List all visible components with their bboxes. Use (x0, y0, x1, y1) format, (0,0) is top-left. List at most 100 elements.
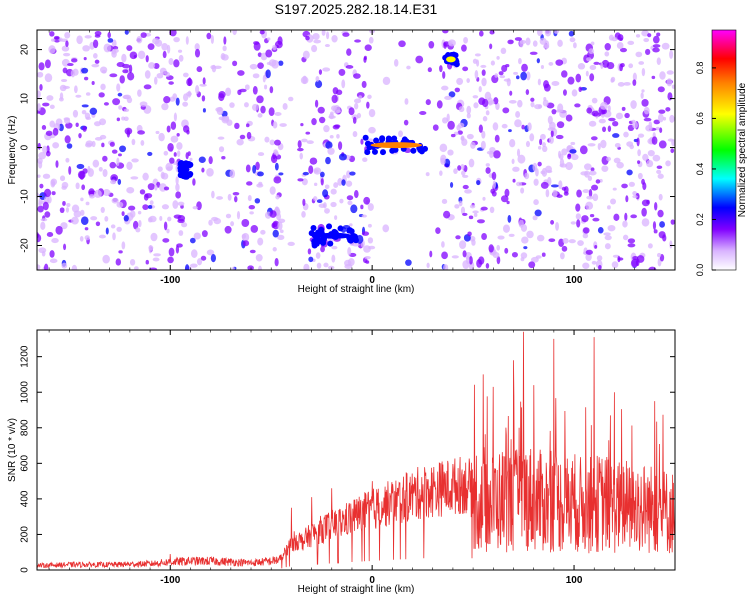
spectrogram-cell (432, 124, 439, 131)
spectrogram-cell (221, 156, 226, 160)
spectrogram-cell (656, 32, 661, 37)
spectrogram-cell (476, 258, 482, 268)
spectrogram-cell (159, 215, 163, 222)
spectrogram-cell (503, 78, 511, 82)
spectrogram-cell (463, 36, 468, 44)
spectrogram-cell (604, 243, 611, 250)
spectrogram-cell (636, 137, 640, 147)
snr-ytick-label: 1200 (20, 345, 31, 368)
spectrogram-cell (63, 117, 71, 124)
spectrogram-cell (278, 60, 284, 66)
spectrogram-cell (223, 36, 227, 45)
spectrogram-cell (89, 194, 95, 199)
spectrogram-cell (218, 146, 225, 153)
spectrogram-cell (49, 120, 56, 128)
spectrogram-cell (79, 236, 84, 242)
spectrogram-cell (121, 211, 125, 217)
spectrogram-cell (249, 211, 254, 215)
spectrogram-cell (83, 76, 89, 81)
spectrogram-ytick-label: 0 (20, 144, 31, 150)
spectrogram-cell (545, 165, 552, 173)
spectrogram-cell (91, 81, 95, 85)
spectrogram-cell (652, 35, 660, 44)
spectrogram-cell (84, 235, 90, 241)
spectrogram-cell (532, 40, 538, 47)
spectrogram-cell (667, 138, 674, 142)
spectrogram-cell (468, 215, 474, 220)
spectrogram-cell (123, 108, 130, 112)
spectrogram-cell (306, 140, 314, 145)
spectrogram-cell (62, 85, 70, 89)
spectrogram-cell (632, 72, 637, 82)
spectrogram-cell (102, 189, 111, 197)
spectrogram-cell (635, 258, 640, 267)
spectrogram-cell (352, 116, 357, 124)
spectrogram-cell (330, 111, 334, 116)
spectrogram-cell (537, 161, 542, 167)
spectrogram-cell (647, 150, 655, 157)
spectrogram-cell (313, 182, 318, 187)
spectrogram-cell (382, 76, 391, 86)
spectrogram-cell (166, 44, 171, 54)
spectrogram-cell (473, 102, 479, 109)
spectrogram-cell (308, 165, 314, 174)
spectrogram-cell (138, 219, 142, 228)
spectrogram-cell (313, 39, 322, 44)
spectrogram-cell (75, 94, 82, 98)
spectrogram-cell (264, 84, 268, 90)
spectrogram-cell (575, 213, 582, 220)
spectrogram-cell (466, 255, 470, 265)
spectrogram-cell (71, 204, 80, 213)
spectrogram-cell (461, 170, 466, 176)
spectrogram-cell (584, 170, 590, 178)
spectrogram-cell (659, 221, 665, 228)
spectrogram-cell (37, 142, 41, 150)
spectrogram-cell (669, 50, 674, 59)
spectrogram-cell (518, 219, 524, 228)
spectrogram-cell (187, 77, 192, 86)
spectrogram-cell (612, 133, 620, 138)
spectrogram-cell (63, 243, 67, 251)
spectrogram-cell (277, 36, 283, 45)
spectrogram-cell (628, 63, 634, 69)
spectrogram-cell (657, 86, 665, 93)
spectrogram-cell (499, 75, 506, 79)
spectrogram-cell (576, 219, 581, 228)
spectrogram-cell (169, 30, 177, 37)
spectrogram-cell (163, 221, 168, 231)
spectrogram-cell (82, 45, 91, 52)
spectrogram-cell (504, 188, 510, 197)
spectrogram-cell (182, 72, 189, 78)
spectrogram-cell (157, 166, 163, 172)
spectrogram-cell (211, 190, 215, 199)
spectrogram-cell (76, 35, 83, 45)
spectrogram-cell (651, 136, 658, 145)
spectrogram-cell (252, 164, 257, 174)
spectrogram-cell (42, 102, 50, 107)
spectrogram-cell (550, 220, 555, 225)
spectrogram-cell (58, 37, 63, 42)
spectrogram-cell (101, 142, 105, 148)
spectrogram-cell (257, 265, 263, 270)
spectrogram-cell (137, 50, 146, 60)
spectrogram-cell (277, 234, 285, 241)
spectrogram-cell (176, 142, 183, 150)
spectrogram-cell (324, 208, 330, 214)
spectrogram-cell (541, 145, 548, 153)
spectrogram-cell (85, 116, 92, 120)
spectrogram-cell (619, 37, 623, 41)
spectrogram-cell (441, 198, 448, 205)
spectrogram-cell (38, 62, 45, 71)
spectrogram-cell (95, 221, 101, 227)
spectrogram-cell (251, 103, 259, 111)
spectrogram-cell (627, 40, 635, 46)
spectrogram-cell (405, 259, 412, 266)
spectrogram-cell (152, 257, 160, 262)
spectrogram-cell (593, 61, 600, 65)
spectrogram-cell (588, 120, 597, 127)
spectrogram-cell (368, 108, 376, 118)
spectrogram-cell (654, 201, 658, 211)
spectrogram-cell (508, 129, 512, 133)
spectrogram-cell (59, 207, 65, 214)
spectrogram-cell (364, 44, 372, 51)
